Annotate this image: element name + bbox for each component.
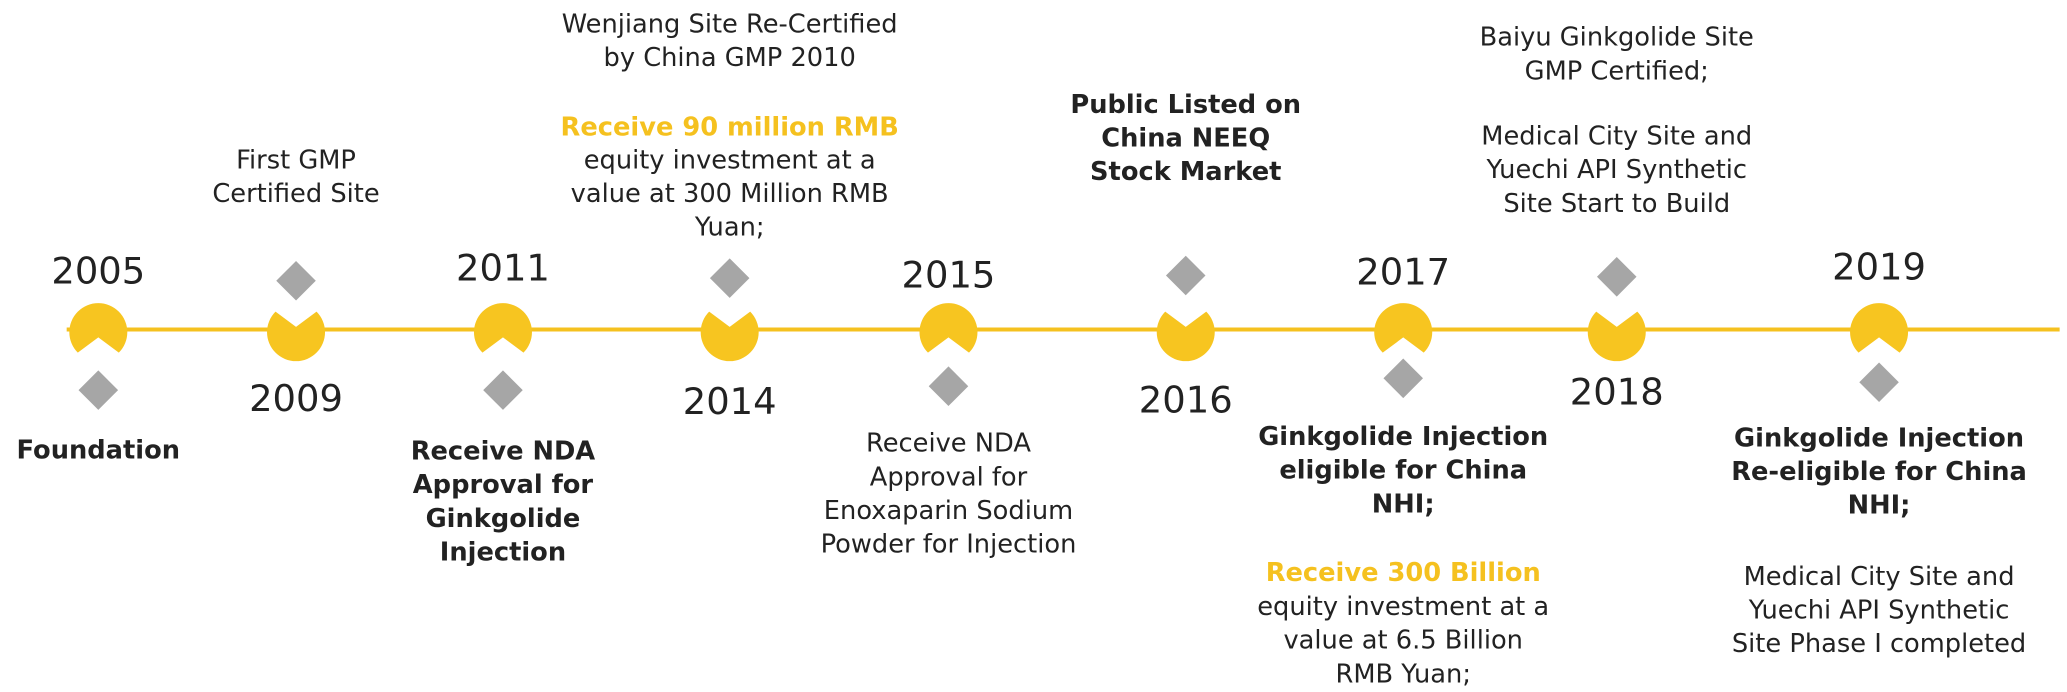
- milestone-diamond: [1165, 255, 1206, 296]
- milestone-year: 2019: [1832, 245, 1926, 288]
- milestone-marker: [919, 303, 978, 353]
- milestone-year: 2005: [51, 249, 145, 292]
- milestone-text: Foundation: [17, 435, 180, 465]
- milestone-text: equity investment at a: [584, 145, 876, 175]
- milestone-text: Receive NDA: [411, 437, 596, 467]
- milestone-text: Yuechi API Synthetic: [1748, 595, 2010, 625]
- milestone-text: NHI;: [1848, 491, 1911, 521]
- milestone-text: Medical City Site and: [1744, 562, 2015, 592]
- milestone-text: Baiyu Ginkgolide Site: [1480, 23, 1754, 53]
- milestone-diamond: [78, 370, 119, 410]
- milestone-year: 2017: [1356, 251, 1450, 294]
- milestone-marker: [1850, 303, 1909, 353]
- milestone-year: 2009: [249, 377, 343, 420]
- milestone-marker: [700, 311, 759, 362]
- milestone-marker: [267, 311, 326, 362]
- milestone-text: Yuan;: [694, 213, 765, 243]
- milestone-text: Injection: [440, 537, 566, 567]
- milestone-year: 2011: [456, 247, 550, 290]
- milestone-text: Enoxaparin Sodium: [824, 496, 1073, 526]
- milestone-text: Site Phase I completed: [1732, 629, 2026, 659]
- milestone-marker: [1587, 311, 1646, 362]
- milestone-diamond: [276, 260, 316, 301]
- milestone-text: Ginkgolide Injection: [1734, 423, 2024, 453]
- milestone-text: Wenjiang Site Re-Certified: [562, 10, 898, 40]
- milestone-text: Receive 90 million RMB: [561, 112, 899, 142]
- milestone-text: value at 300 Million RMB: [571, 179, 889, 209]
- milestone-text: China NEEQ: [1101, 124, 1270, 154]
- milestone-text: value at 6.5 Billion: [1283, 626, 1523, 656]
- milestone-text: Yuechi API Synthetic: [1485, 155, 1747, 185]
- milestone-text: Public Listed on: [1070, 90, 1301, 120]
- milestone-text: First GMP: [236, 145, 356, 175]
- milestone-diamond: [928, 366, 969, 406]
- milestone-year: 2014: [683, 380, 777, 423]
- milestone-text: Re-eligible for China: [1731, 457, 2027, 487]
- milestone-diamond: [1383, 358, 1423, 399]
- milestone-marker: [1374, 303, 1433, 353]
- milestone-diamond: [483, 370, 523, 410]
- milestone-text: Stock Market: [1090, 157, 1281, 187]
- milestone-text: Ginkgolide: [426, 504, 581, 534]
- milestone-text: Approval for: [413, 470, 594, 500]
- milestone-diamond: [1596, 257, 1637, 297]
- milestone-text: equity investment at a: [1257, 592, 1549, 622]
- milestone-marker: [1156, 311, 1215, 362]
- milestone-marker: [69, 303, 128, 353]
- milestone-year: 2018: [1570, 371, 1664, 414]
- milestone-year: 2016: [1139, 379, 1233, 422]
- milestone-diamond: [1859, 362, 1899, 403]
- milestone-diamond: [709, 258, 750, 298]
- milestone-text: by China GMP 2010: [604, 43, 856, 73]
- milestone-text: Receive 300 Billion: [1266, 558, 1541, 588]
- milestone-text: NHI;: [1372, 489, 1435, 519]
- milestone-text: Site Start to Build: [1503, 189, 1730, 219]
- milestone-text: RMB Yuan;: [1335, 659, 1470, 689]
- milestone-marker: [473, 303, 532, 353]
- milestone-text: Approval for: [870, 462, 1028, 492]
- milestone-year: 2015: [902, 253, 996, 296]
- milestone-text: Receive NDA: [866, 429, 1031, 459]
- milestone-text: Powder for Injection: [821, 530, 1077, 560]
- milestone-text: Medical City Site and: [1481, 122, 1752, 152]
- milestone-text: eligible for China: [1279, 456, 1527, 486]
- milestone-text: Ginkgolide Injection: [1258, 422, 1548, 452]
- milestone-text: GMP Certified;: [1525, 56, 1709, 86]
- milestone-text: Certified Site: [212, 179, 379, 209]
